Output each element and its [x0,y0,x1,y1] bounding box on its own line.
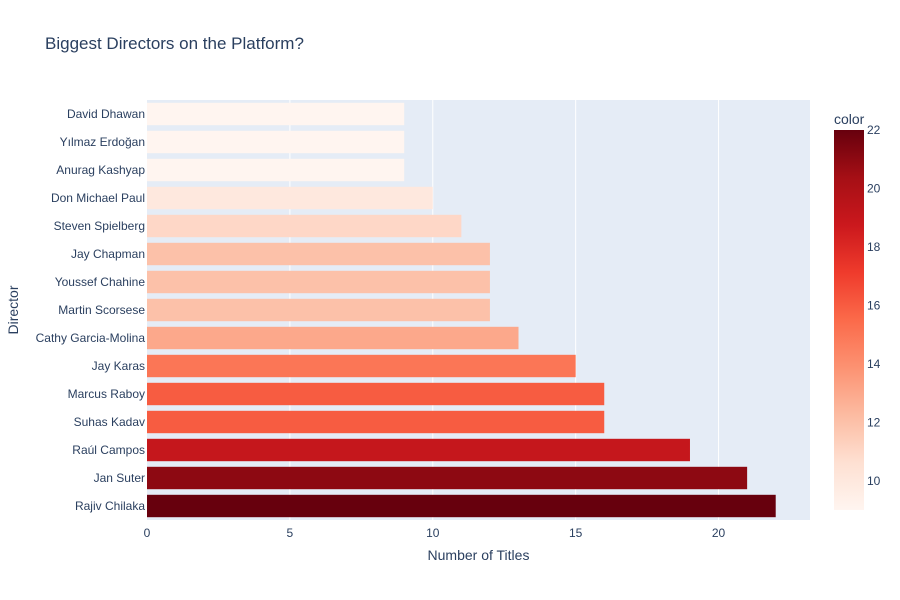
colorbar-tick-label: 22 [867,123,881,137]
bar[interactable] [147,186,433,210]
bar[interactable] [147,242,490,266]
y-tick-label: Jan Suter [94,471,145,485]
colorbar[interactable]: 10 12 14 16 18 20 22 color [834,111,881,510]
y-tick-label: Raúl Campos [72,443,145,457]
y-tick-label: Jay Chapman [71,247,145,261]
bar[interactable] [147,158,405,182]
y-tick-label: Rajiv Chilaka [75,499,145,513]
y-tick-label: Cathy Garcia-Molina [36,331,146,345]
x-tick-label: 0 [144,526,151,540]
bar[interactable] [147,130,405,154]
y-tick-label: Jay Karas [92,359,145,373]
y-tick-label: Steven Spielberg [54,219,145,233]
bars [147,102,776,518]
x-tick-label: 10 [426,526,440,540]
y-tick-label: Suhas Kadav [74,415,145,429]
bar[interactable] [147,410,605,434]
bar[interactable] [147,326,519,350]
bar[interactable] [147,466,748,490]
x-tick-label: 15 [569,526,583,540]
colorbar-tick-label: 20 [867,181,881,195]
bar[interactable] [147,298,490,322]
y-tick-label: Anurag Kashyap [56,163,145,177]
y-tick-label: Marcus Raboy [68,387,145,401]
x-tick-labels: 0 5 10 15 20 [144,526,726,540]
colorbar-tick-label: 10 [867,474,881,488]
y-tick-label: Yılmaz Erdoğan [60,135,145,149]
colorbar-title: color [834,111,865,127]
x-tick-label: 5 [287,526,294,540]
colorbar-tick-label: 16 [867,298,881,312]
colorbar-gradient [834,130,864,510]
y-tick-label: Martin Scorsese [58,303,145,317]
colorbar-ticks: 10 12 14 16 18 20 22 [867,123,881,488]
y-axis-title: Director [5,285,21,334]
bar[interactable] [147,354,576,378]
bar[interactable] [147,102,405,126]
bar[interactable] [147,270,490,294]
y-tick-label: Youssef Chahine [55,275,146,289]
bar[interactable] [147,438,690,462]
colorbar-tick-label: 18 [867,240,881,254]
bar[interactable] [147,382,605,406]
colorbar-tick-label: 14 [867,357,881,371]
chart-title: Biggest Directors on the Platform? [45,34,304,53]
y-tick-labels: David Dhawan Yılmaz Erdoğan Anurag Kashyap… [36,107,146,513]
bar[interactable] [147,494,776,518]
x-tick-label: 20 [712,526,726,540]
y-tick-label: David Dhawan [67,107,145,121]
x-axis-title: Number of Titles [428,547,530,563]
y-tick-label: Don Michael Paul [51,191,145,205]
bar[interactable] [147,214,462,238]
colorbar-tick-label: 12 [867,415,881,429]
